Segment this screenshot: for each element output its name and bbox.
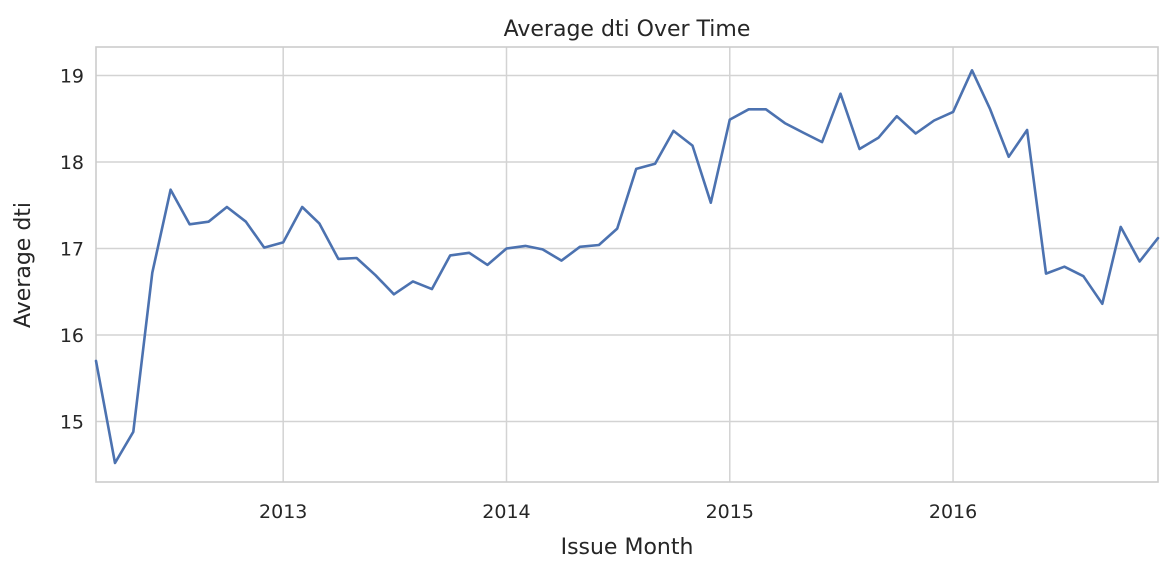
x-tick-label: 2013: [259, 501, 307, 523]
grid: [96, 47, 1158, 482]
y-tick-label: 16: [60, 325, 84, 347]
x-tick-label: 2016: [929, 501, 977, 523]
y-axis-label: Average dti: [11, 202, 36, 328]
y-tick-label: 17: [60, 239, 84, 261]
series-line: [94, 69, 1160, 465]
y-tick-label: 19: [60, 66, 84, 88]
x-axis-label: Issue Month: [561, 535, 694, 560]
y-tick-label: 15: [60, 411, 84, 433]
x-tick-label: 2014: [482, 501, 530, 523]
tick-labels: 15 16 17 18 19 2013 2014 2015 2016: [60, 66, 977, 523]
plot-frame: [95, 46, 1159, 483]
y-tick-label: 18: [60, 152, 84, 174]
x-tick-label: 2015: [706, 501, 754, 523]
chart-title: Average dti Over Time: [504, 17, 751, 42]
